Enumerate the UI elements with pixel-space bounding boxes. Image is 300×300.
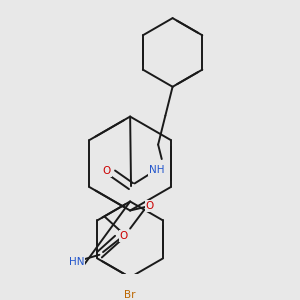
Text: O: O [120, 231, 128, 241]
Text: O: O [146, 201, 154, 211]
Text: Br: Br [124, 290, 136, 300]
Text: HN: HN [69, 257, 85, 267]
Text: NH: NH [148, 165, 164, 175]
Text: O: O [103, 166, 111, 176]
